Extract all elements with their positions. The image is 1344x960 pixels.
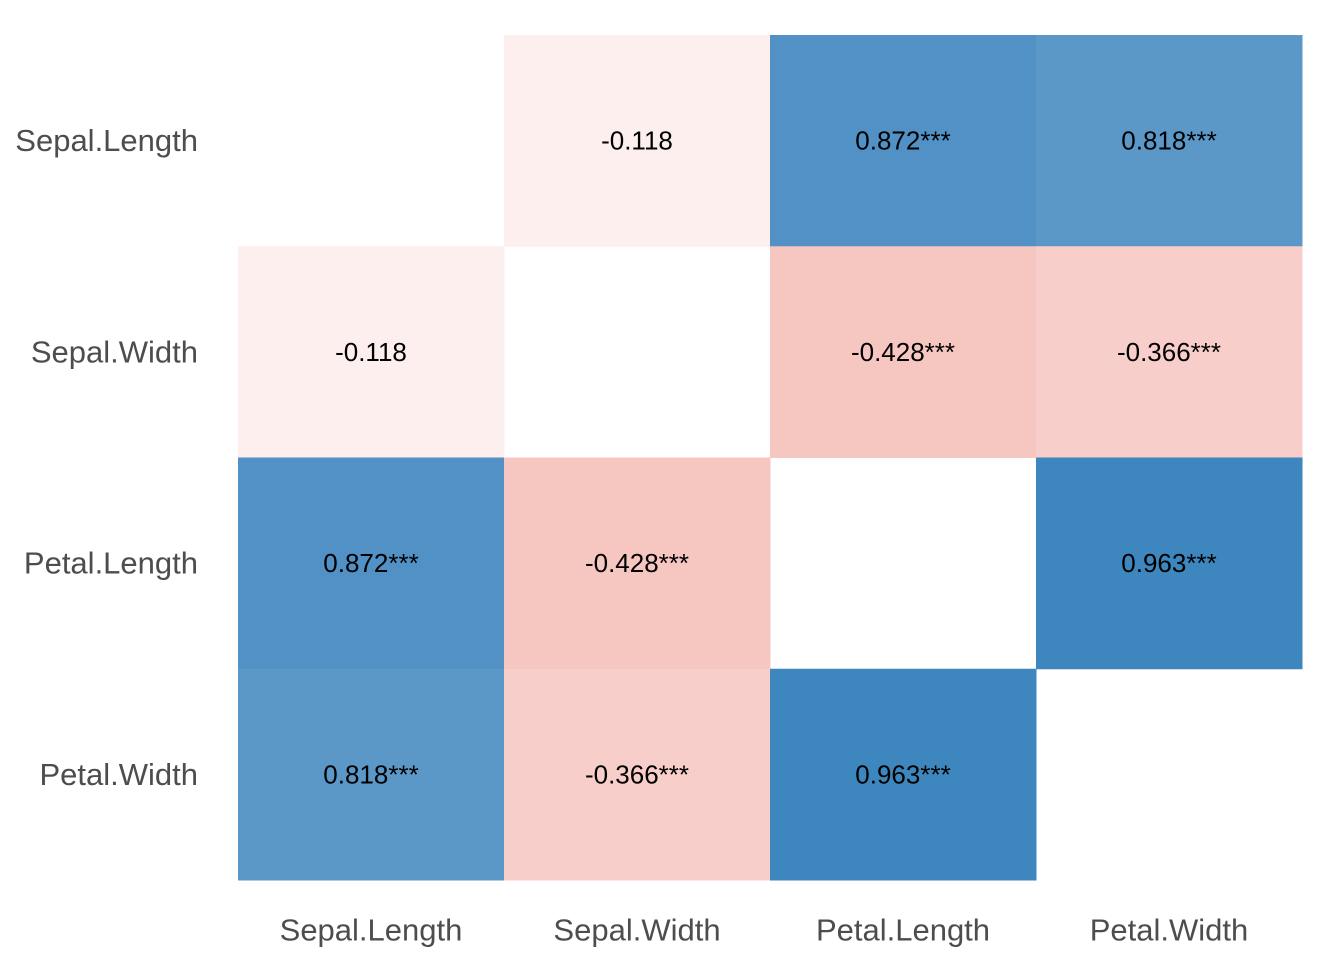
heatmap-cell-petal-width-sepal-width — [504, 668, 771, 881]
cell-value-label: 0.963*** — [855, 759, 950, 789]
heatmap-cell-labels: -0.118 0.872*** 0.818*** -0.118 -0.428*** -0.… — [323, 126, 1221, 790]
heatmap-cell-petal-width-petal-length — [770, 668, 1037, 881]
x-tick-label: Sepal.Width — [553, 913, 720, 948]
heatmap-cell-sepal-width-sepal-length — [238, 246, 505, 458]
cell-value-label: 0.872*** — [855, 126, 950, 156]
cell-value-label: -0.428*** — [585, 548, 689, 578]
y-tick-label: Petal.Width — [39, 757, 198, 792]
heatmap-cell-petal-length-petal-width — [1036, 457, 1303, 670]
x-tick-label: Sepal.Length — [280, 913, 463, 948]
heatmap-cell-sepal-length-petal-width — [1036, 35, 1303, 247]
heatmap-cell-sepal-length-petal-length — [770, 35, 1037, 247]
heatmap-cells — [238, 35, 1303, 881]
heatmap-cell-petal-width-sepal-length — [238, 668, 505, 881]
cell-value-label: -0.118 — [335, 337, 407, 367]
y-tick-label: Petal.Length — [24, 546, 198, 581]
x-axis: Sepal.Length Sepal.Width Petal.Length Petal… — [280, 913, 1249, 948]
cell-value-label: 0.872*** — [323, 548, 418, 578]
y-tick-label: Sepal.Length — [15, 123, 198, 158]
cell-value-label: 0.818*** — [323, 759, 418, 789]
cell-value-label: -0.118 — [601, 126, 673, 156]
x-tick-label: Petal.Width — [1090, 913, 1249, 948]
heatmap-cell-sepal-width-petal-length — [770, 246, 1037, 458]
heatmap-cell-petal-length-sepal-width — [504, 457, 771, 670]
cell-value-label: -0.366*** — [1117, 337, 1221, 367]
y-tick-label: Sepal.Width — [31, 334, 198, 369]
heatmap-cell-sepal-width-petal-width — [1036, 246, 1303, 458]
x-tick-label: Petal.Length — [816, 913, 990, 948]
heatmap-cell-petal-length-sepal-length — [238, 457, 505, 670]
y-axis: Sepal.Length Sepal.Width Petal.Length Petal… — [15, 123, 198, 792]
heatmap-cell-sepal-length-sepal-width — [504, 35, 771, 247]
cell-value-label: 0.963*** — [1121, 548, 1216, 578]
cell-value-label: 0.818*** — [1121, 126, 1216, 156]
cell-value-label: -0.366*** — [585, 759, 689, 789]
cell-value-label: -0.428*** — [851, 337, 955, 367]
